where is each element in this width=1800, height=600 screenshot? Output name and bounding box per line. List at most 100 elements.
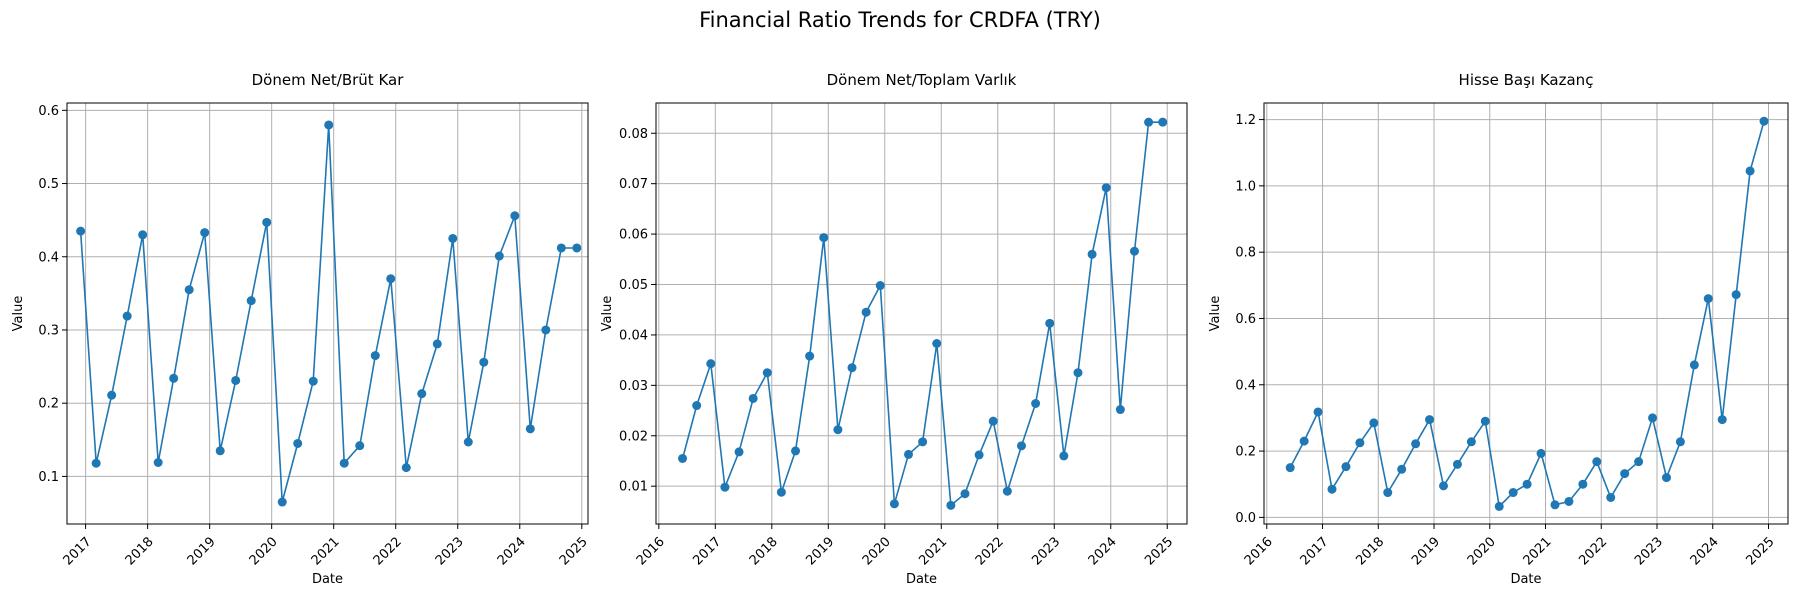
data-point: [401, 463, 411, 473]
data-point: [706, 359, 716, 369]
data-point: [692, 401, 702, 411]
data-point: [262, 217, 272, 227]
data-point: [1522, 479, 1532, 489]
data-point: [1101, 183, 1111, 193]
data-point: [974, 450, 984, 460]
y-tick-label: 0.01: [619, 480, 648, 495]
x-tick-label: 2016: [1242, 534, 1276, 568]
data-point: [918, 437, 928, 447]
data-point: [339, 458, 349, 468]
data-point: [1634, 457, 1644, 467]
data-point: [1073, 368, 1083, 378]
x-tick-label: 2024: [1086, 534, 1120, 568]
data-point: [122, 311, 132, 321]
data-point: [678, 453, 688, 463]
data-point: [988, 416, 998, 426]
x-tick-label: 2018: [747, 534, 781, 568]
x-tick-label: 2021: [309, 534, 343, 568]
data-point: [1675, 437, 1685, 447]
x-tick-label: 2022: [973, 534, 1007, 568]
data-point: [525, 424, 535, 434]
plot-frame: [66, 102, 589, 525]
data-point: [1016, 441, 1026, 451]
y-tick-label: 0.07: [619, 177, 648, 192]
x-tick-label: 2023: [433, 534, 467, 568]
series-line: [79, 124, 577, 503]
plot-frame: [655, 102, 1188, 525]
data-point: [875, 281, 885, 291]
data-point: [215, 446, 225, 456]
data-point: [91, 458, 101, 468]
data-point: [1759, 116, 1769, 126]
data-point: [1355, 438, 1365, 448]
y-axis-label: Value: [11, 296, 26, 332]
data-point: [861, 307, 871, 317]
x-tick-label: 2020: [1465, 534, 1499, 568]
x-tick-label: 2024: [1688, 534, 1722, 568]
y-tick-label: 1.2: [1235, 113, 1256, 128]
x-axis-label: Date: [906, 572, 937, 587]
data-point: [946, 500, 956, 510]
data-point: [1144, 117, 1154, 127]
y-tick-label: 0.05: [619, 278, 648, 293]
data-point: [833, 425, 843, 435]
data-point: [1045, 318, 1055, 328]
data-point: [541, 325, 551, 335]
data-point: [776, 487, 786, 497]
series-line: [1289, 120, 1765, 509]
data-point: [1002, 486, 1012, 496]
data-point: [1383, 488, 1393, 498]
data-point: [1313, 407, 1323, 417]
data-point: [556, 243, 566, 253]
x-tick-label: 2019: [185, 534, 219, 568]
x-axis-label: Date: [312, 572, 343, 587]
y-tick-label: 0.2: [38, 397, 59, 412]
x-tick-label: 2020: [247, 534, 281, 568]
y-tick-label: 0.03: [619, 379, 648, 394]
data-point: [1592, 457, 1602, 467]
data-point: [1648, 413, 1658, 423]
data-point: [417, 389, 427, 399]
data-point: [448, 233, 458, 243]
data-point: [1115, 405, 1125, 415]
data-point: [386, 274, 396, 284]
data-point: [107, 390, 117, 400]
x-tick-label: 2025: [557, 534, 591, 568]
data-point: [1466, 437, 1476, 447]
data-point: [1341, 462, 1351, 472]
figure-title: Financial Ratio Trends for CRDFA (TRY): [699, 8, 1101, 32]
data-point: [805, 351, 815, 361]
data-point: [1550, 500, 1560, 510]
data-point: [932, 338, 942, 348]
data-point: [960, 489, 970, 499]
x-tick-label: 2022: [1576, 534, 1610, 568]
data-point: [1087, 249, 1097, 259]
data-point: [1031, 398, 1041, 408]
data-point: [1606, 492, 1616, 502]
chart-title: Dönem Net/Brüt Kar: [252, 71, 405, 89]
data-point: [1425, 415, 1435, 425]
data-point: [1661, 473, 1671, 483]
data-point: [355, 441, 365, 451]
x-tick-label: 2016: [634, 534, 668, 568]
x-axis-label: Date: [1510, 572, 1541, 587]
data-point: [1731, 290, 1741, 300]
data-point: [819, 233, 829, 243]
data-point: [904, 449, 914, 459]
data-point: [370, 351, 380, 361]
x-tick-label: 2025: [1142, 534, 1176, 568]
chart-panel-2: 2016 2017 2018 2019 2020 2021 2022 2023 2024 2025…: [600, 71, 1188, 587]
data-point: [1536, 448, 1546, 458]
data-point: [889, 499, 899, 509]
y-tick-label: 0.1: [38, 470, 59, 485]
chart-panel-3: 2016 2017 2018 2019 2020 2021 2022 2023 2024 2025…: [1208, 71, 1789, 587]
x-tick-label: 2017: [61, 534, 95, 568]
y-tick-label: 0.6: [1235, 312, 1256, 327]
y-axis-label: Value: [1208, 296, 1223, 332]
data-point: [1452, 459, 1462, 469]
plot-frame: [1263, 102, 1789, 525]
x-tick-label: 2019: [1409, 534, 1443, 568]
y-tick-label: 0.6: [38, 104, 59, 119]
data-point: [1480, 416, 1490, 426]
